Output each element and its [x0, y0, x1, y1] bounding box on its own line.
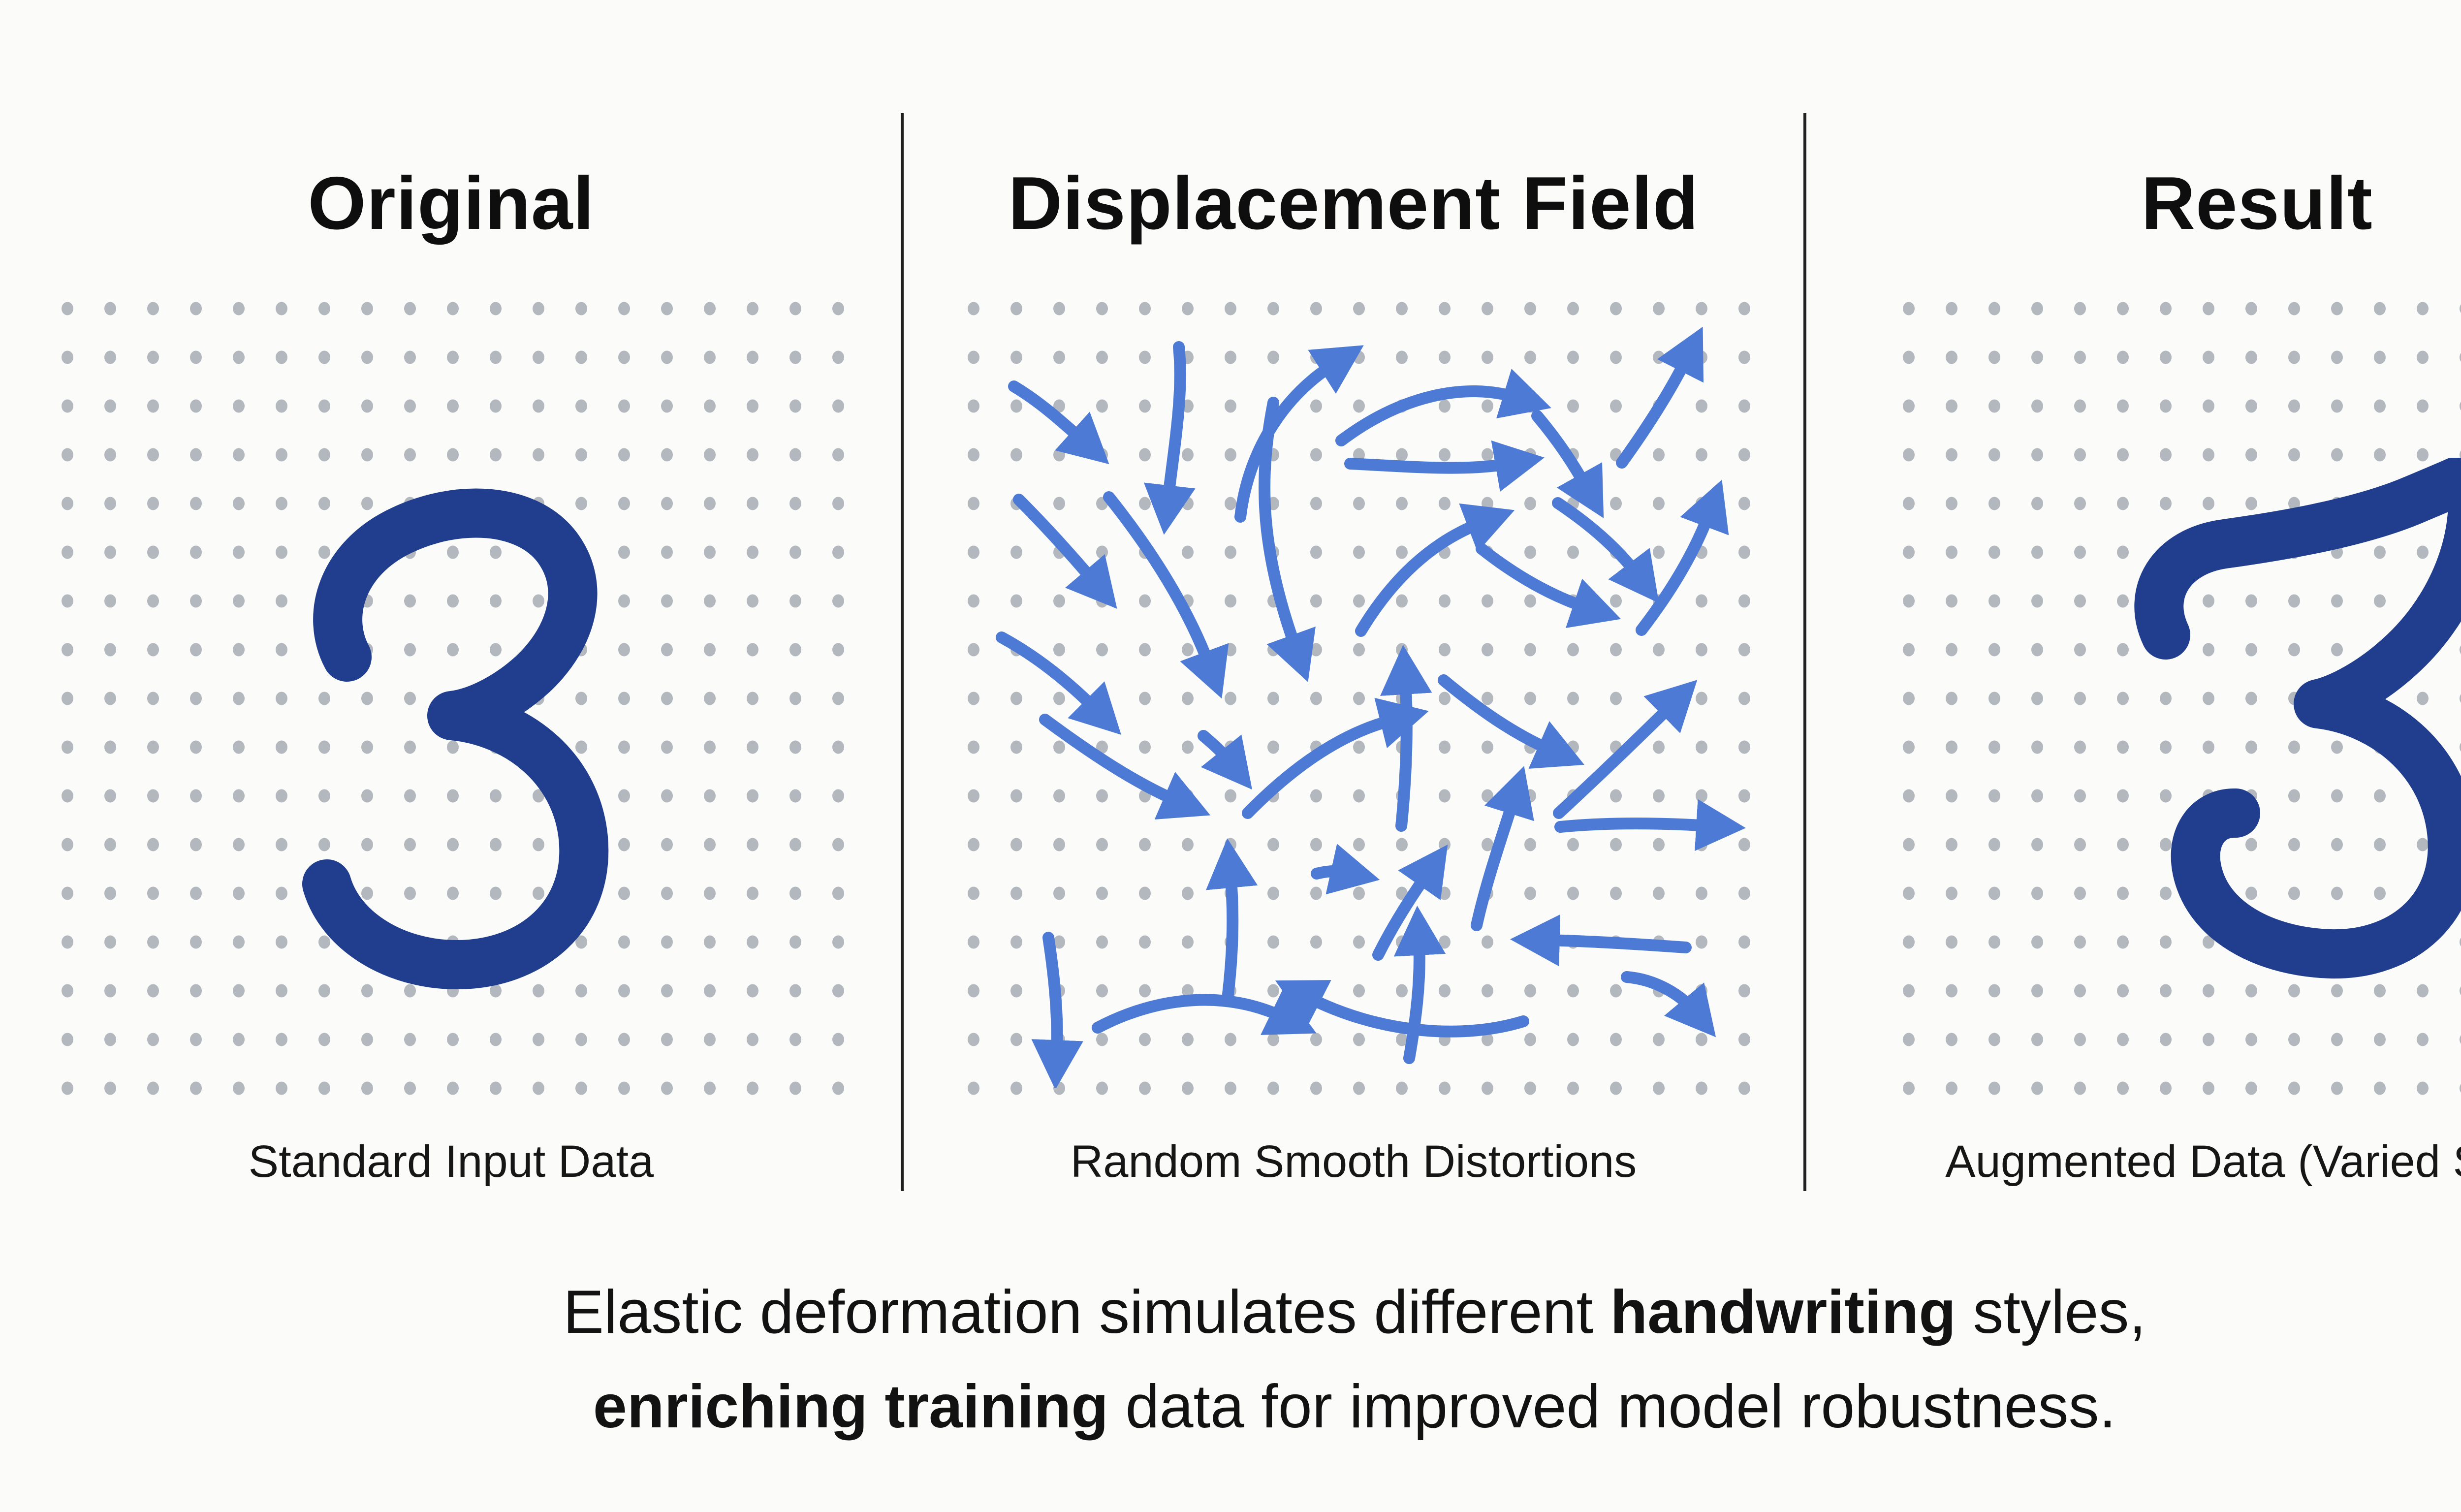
displacement-arrow — [1438, 674, 1584, 769]
displacement-arrow — [1092, 988, 1317, 1035]
displacement-arrow — [1275, 980, 1529, 1038]
displacement-arrow — [1471, 766, 1534, 931]
displacement-arrow — [1355, 503, 1515, 637]
displacement-arrow — [1554, 799, 1746, 851]
footer-line-1: Elastic deformation simulates different … — [0, 1265, 2461, 1359]
result-digit-stroke — [2134, 458, 2461, 979]
displacement-arrow — [1013, 494, 1117, 609]
original-digit-stroke — [302, 488, 609, 989]
displacement-arrow — [1039, 714, 1211, 820]
caption-augmented-data: Augmented Data (Varied Style) — [1945, 1136, 2461, 1187]
footer-line2-bold: enriching training — [593, 1373, 1109, 1441]
displacement-arrow — [1143, 341, 1196, 535]
displacement-arrow — [996, 631, 1121, 735]
displacement-arrow — [1621, 971, 1716, 1038]
panel-title-result: Result — [2141, 161, 2373, 245]
displacement-arrow — [1393, 906, 1446, 1064]
displacement-arrow — [1636, 479, 1729, 636]
displacement-arrow — [1198, 730, 1252, 790]
footer-line1-bold: handwriting — [1610, 1278, 1956, 1346]
result-digit-3 — [2134, 458, 2461, 979]
footer-line1-pre: Elastic deformation simulates different — [563, 1278, 1610, 1346]
displacement-arrow — [1335, 369, 1551, 446]
displacement-arrow — [1380, 645, 1432, 832]
footer-explanation: Elastic deformation simulates different … — [0, 1265, 2461, 1454]
original-digit-3 — [302, 488, 609, 989]
displacement-arrow — [1259, 397, 1316, 682]
caption-standard-input-data: Standard Input Data — [248, 1136, 654, 1187]
displacement-arrow — [1552, 497, 1659, 603]
divider-right — [1803, 113, 1806, 1191]
footer-line-2: enriching training data for improved mod… — [0, 1359, 2461, 1454]
displacement-arrow — [1616, 326, 1704, 469]
displacement-arrow — [1234, 345, 1364, 523]
displacement-arrow — [1206, 838, 1258, 1000]
displacement-arrow — [1531, 410, 1604, 518]
footer-line1-post: styles, — [1956, 1278, 2146, 1346]
displacement-arrow — [1476, 543, 1621, 628]
displacement-arrow — [1103, 491, 1229, 699]
footer-line2-post: data for improved model robustness. — [1108, 1373, 2116, 1441]
displacement-arrow — [1553, 680, 1698, 819]
divider-left — [901, 113, 904, 1191]
displacement-arrow — [1031, 932, 1083, 1088]
displacement-arrow — [1311, 844, 1380, 895]
displacement-arrows — [996, 326, 1746, 1088]
panel-title-displacement-field: Displacement Field — [1008, 161, 1699, 245]
displacement-arrow — [1008, 380, 1109, 465]
panel-title-original: Original — [308, 161, 595, 245]
caption-random-smooth-distortions: Random Smooth Distortions — [1070, 1136, 1637, 1187]
displacement-arrow — [1510, 914, 1692, 967]
arrow-group — [996, 326, 1746, 1088]
displacement-arrow — [1344, 440, 1545, 492]
displacement-arrow — [1242, 697, 1429, 819]
